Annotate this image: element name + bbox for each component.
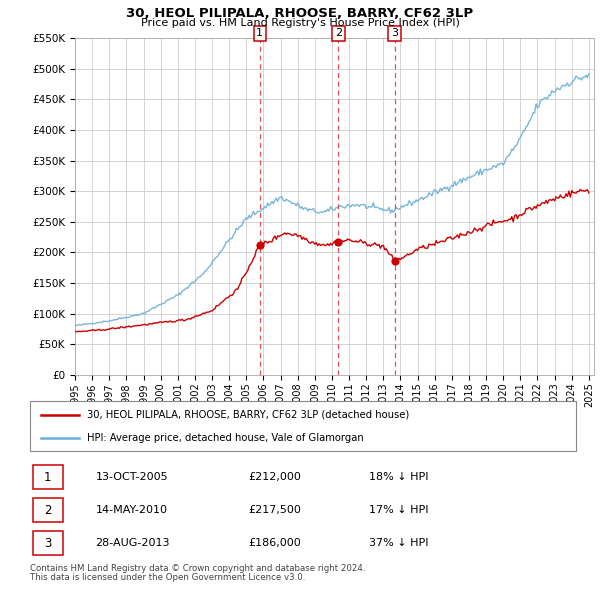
- FancyBboxPatch shape: [30, 401, 576, 451]
- Text: This data is licensed under the Open Government Licence v3.0.: This data is licensed under the Open Gov…: [30, 573, 305, 582]
- Text: HPI: Average price, detached house, Vale of Glamorgan: HPI: Average price, detached house, Vale…: [88, 433, 364, 443]
- Text: Contains HM Land Registry data © Crown copyright and database right 2024.: Contains HM Land Registry data © Crown c…: [30, 564, 365, 573]
- Text: Price paid vs. HM Land Registry's House Price Index (HPI): Price paid vs. HM Land Registry's House …: [140, 18, 460, 28]
- FancyBboxPatch shape: [33, 465, 63, 489]
- Text: £212,000: £212,000: [248, 472, 301, 482]
- Text: 1: 1: [256, 28, 263, 38]
- Text: 30, HEOL PILIPALA, RHOOSE, BARRY, CF62 3LP: 30, HEOL PILIPALA, RHOOSE, BARRY, CF62 3…: [127, 7, 473, 20]
- Text: 2: 2: [44, 503, 51, 517]
- Text: 1: 1: [44, 470, 51, 484]
- Text: 3: 3: [391, 28, 398, 38]
- Text: 37% ↓ HPI: 37% ↓ HPI: [368, 538, 428, 548]
- Text: 28-AUG-2013: 28-AUG-2013: [95, 538, 170, 548]
- Text: 14-MAY-2010: 14-MAY-2010: [95, 505, 167, 515]
- Text: £186,000: £186,000: [248, 538, 301, 548]
- Text: 2: 2: [335, 28, 342, 38]
- Text: 17% ↓ HPI: 17% ↓ HPI: [368, 505, 428, 515]
- Point: [255, 240, 265, 250]
- Text: £217,500: £217,500: [248, 505, 301, 515]
- Text: 30, HEOL PILIPALA, RHOOSE, BARRY, CF62 3LP (detached house): 30, HEOL PILIPALA, RHOOSE, BARRY, CF62 3…: [88, 409, 410, 419]
- Text: 13-OCT-2005: 13-OCT-2005: [95, 472, 168, 482]
- Point: [390, 256, 400, 266]
- FancyBboxPatch shape: [33, 498, 63, 522]
- FancyBboxPatch shape: [33, 531, 63, 555]
- Text: 3: 3: [44, 536, 51, 550]
- Point: [334, 237, 343, 247]
- Text: 18% ↓ HPI: 18% ↓ HPI: [368, 472, 428, 482]
